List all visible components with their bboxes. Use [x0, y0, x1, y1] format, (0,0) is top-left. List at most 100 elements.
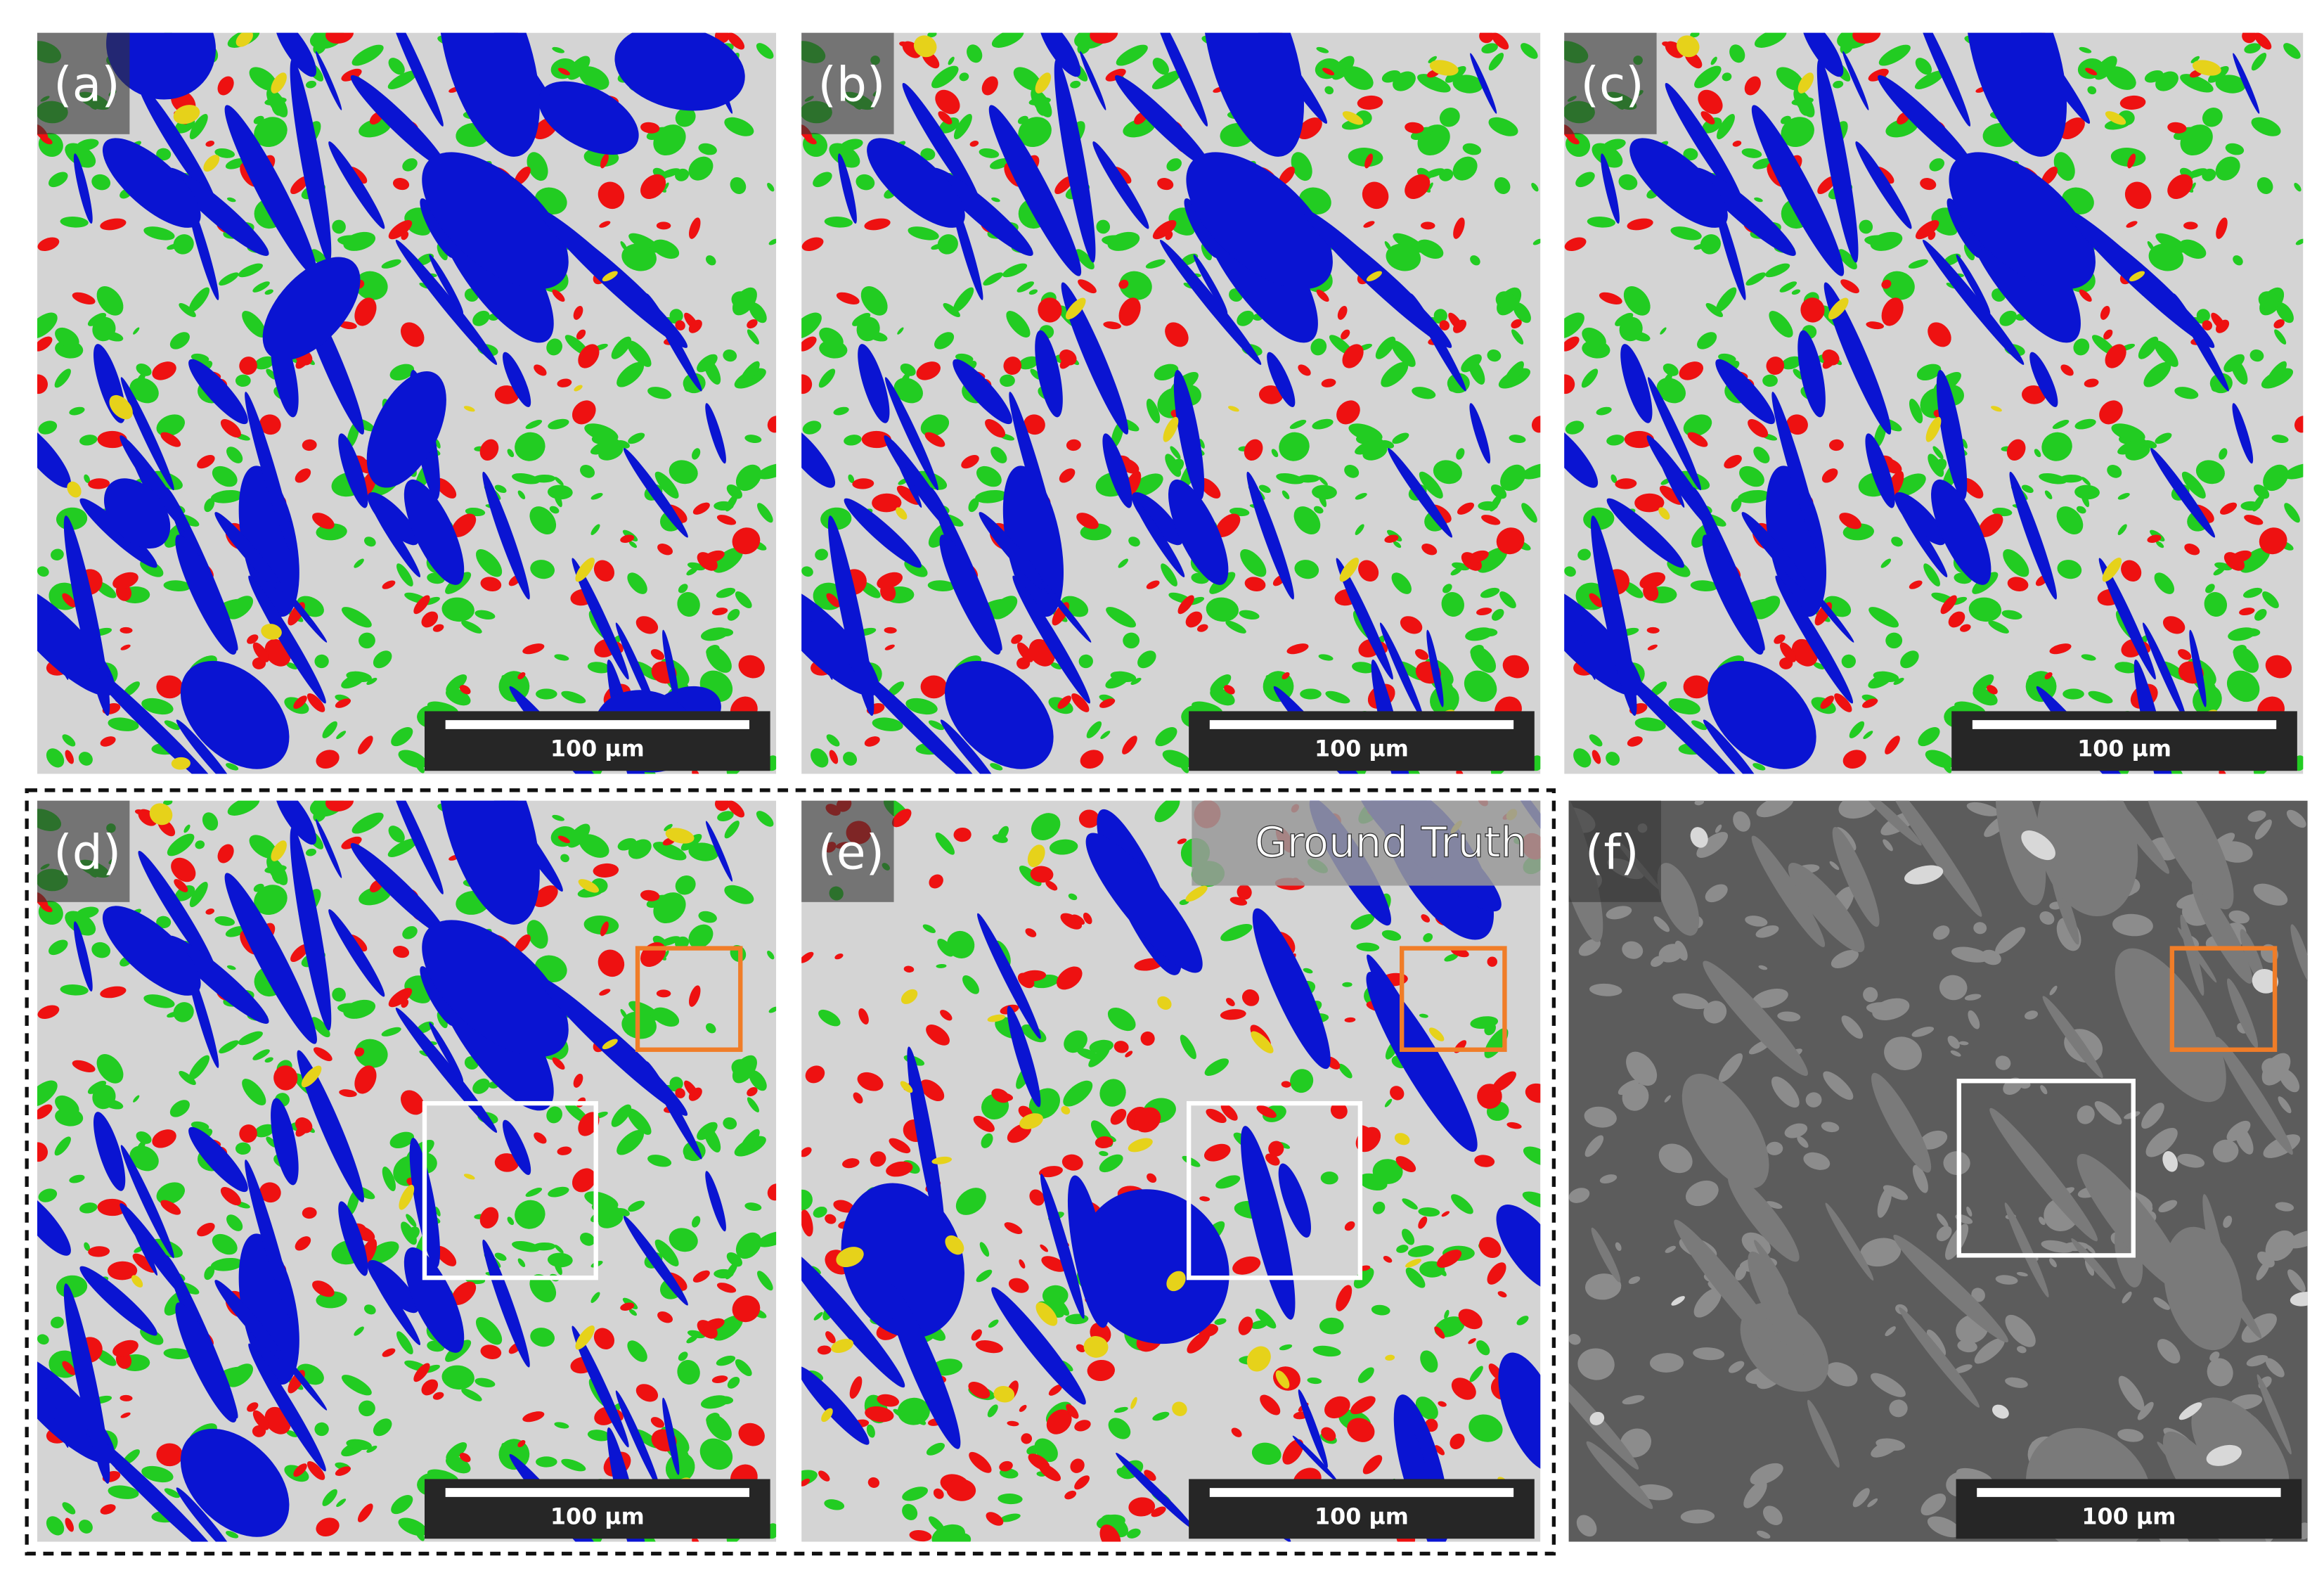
phase-region: [388, 826, 405, 843]
phase-region: [1696, 832, 1729, 858]
phase-region: [939, 534, 1002, 655]
phase-region: [2103, 329, 2113, 340]
phase-region: [735, 1232, 762, 1259]
phase-region: [1881, 279, 1892, 289]
phase-region: [392, 178, 410, 191]
phase-region: [1469, 1366, 1483, 1382]
phase-region: [517, 672, 526, 680]
phase-region: [802, 420, 822, 435]
phase-region: [1078, 654, 1093, 669]
phase-region: [1700, 111, 1715, 124]
phase-region: [2180, 74, 2214, 93]
phase-region: [1630, 331, 1651, 342]
phase-region: [675, 108, 696, 127]
phase-region: [2252, 554, 2264, 560]
phase-region: [1074, 1475, 1090, 1490]
phase-region: [953, 359, 1012, 425]
phase-region: [2257, 177, 2273, 194]
phase-region: [1282, 672, 1290, 680]
phase-region: [1885, 1326, 1896, 1337]
panel-label: (e): [818, 825, 884, 880]
phase-region: [1064, 1030, 1087, 1053]
phase-region: [2265, 1230, 2295, 1261]
phase-region: [54, 368, 71, 388]
phase-region: [1009, 392, 1059, 556]
phase-region: [1909, 580, 1923, 589]
phase-region: [437, 1011, 448, 1029]
phase-region: [1336, 1285, 1353, 1311]
phase-region: [2039, 911, 2055, 925]
phase-region: [1119, 271, 1152, 300]
phase-region: [189, 114, 208, 140]
phase-region: [841, 1183, 964, 1338]
phase-region: [2162, 616, 2186, 634]
phase-region: [825, 1331, 836, 1344]
phase-region: [2017, 1346, 2027, 1354]
phase-region: [1456, 448, 1465, 460]
phase-region: [1495, 291, 1516, 310]
phase-region: [354, 1326, 364, 1336]
phase-region: [2232, 403, 2254, 464]
phase-region: [434, 439, 441, 449]
phase-region: [560, 854, 569, 863]
phase-region: [548, 1186, 569, 1198]
phase-region: [1026, 1445, 1041, 1456]
phase-region: [599, 989, 611, 996]
phase-region: [1779, 281, 1797, 293]
phase-region: [91, 174, 111, 191]
phase-region: [2041, 1240, 2074, 1253]
phase-region: [1828, 297, 1849, 320]
phase-region: [463, 406, 475, 412]
phase-region: [1125, 1051, 1133, 1058]
phase-region: [1651, 956, 1665, 967]
phase-region: [475, 549, 503, 577]
phase-region: [1381, 930, 1402, 941]
phase-region: [1118, 279, 1129, 289]
phase-region: [724, 885, 754, 904]
phase-region: [1777, 1011, 1801, 1022]
phase-region: [1258, 484, 1271, 494]
panel: [801, 32, 1541, 774]
phase-region: [818, 1009, 841, 1027]
phase-region: [1080, 750, 1104, 769]
phase-region: [2263, 464, 2289, 492]
phase-region: [1817, 176, 1836, 195]
phase-region: [664, 823, 673, 831]
phase-region: [1292, 1435, 1338, 1482]
phase-region: [1865, 433, 1895, 508]
phase-region: [1587, 217, 1616, 228]
phase-region: [1099, 1079, 1126, 1107]
phase-region: [801, 336, 817, 352]
phase-region: [1115, 75, 1211, 169]
phase-region: [1237, 884, 1252, 900]
phase-region: [173, 234, 194, 255]
phase-region: [1290, 1069, 1314, 1093]
phase-region: [1131, 473, 1163, 496]
phase-region: [2081, 477, 2091, 486]
phase-region: [357, 736, 373, 755]
phase-region: [628, 233, 661, 253]
phase-region: [2143, 439, 2157, 449]
phase-region: [1007, 1420, 1019, 1427]
phase-region: [1916, 364, 1942, 381]
phase-region: [705, 821, 733, 882]
phase-region: [998, 826, 1009, 840]
phase-region: [314, 654, 329, 669]
phase-region: [1863, 987, 1878, 1003]
phase-region: [274, 32, 317, 77]
phase-region: [1237, 310, 1254, 326]
phase-region: [1885, 736, 1900, 755]
phase-region: [2121, 560, 2142, 582]
phase-region: [235, 32, 253, 47]
phase-region: [1348, 423, 1383, 442]
phase-region: [328, 141, 385, 229]
phase-region: [2158, 1200, 2178, 1213]
phase-region: [2041, 432, 2072, 461]
phase-region: [1372, 1201, 1386, 1214]
phase-region: [2071, 1238, 2116, 1290]
phase-region: [811, 748, 829, 768]
phase-region: [593, 560, 615, 582]
phase-region: [1797, 72, 1814, 94]
phase-region: [1375, 336, 1396, 359]
